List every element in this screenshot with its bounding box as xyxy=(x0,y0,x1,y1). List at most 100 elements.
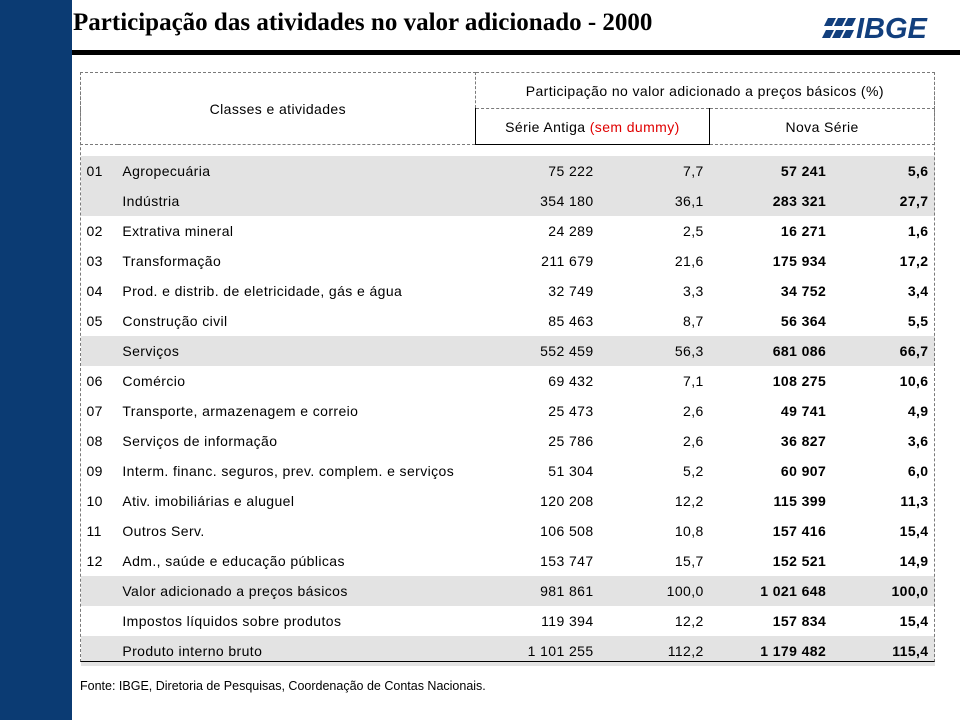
row-label: Indústria xyxy=(118,186,476,216)
row-new-pct: 14,9 xyxy=(899,553,929,569)
row-new-pct: 115,4 xyxy=(832,636,935,666)
row-code xyxy=(80,336,119,366)
header-old-series-note: (sem dummy) xyxy=(589,118,680,135)
row-code: 07 xyxy=(86,403,103,419)
row-new-value: 16 271 xyxy=(780,223,827,239)
table-row: 11 Outros Serv. 106 508 10,8 157 416 15,4 xyxy=(81,516,935,546)
row-new-value: 283 321 xyxy=(709,186,833,216)
row-code: 03 xyxy=(86,253,103,269)
row-code xyxy=(80,186,119,216)
row-new-value: 56 364 xyxy=(780,313,827,329)
row-new-pct: 5,5 xyxy=(907,313,929,329)
table-row: 07 Transporte, armazenagem e correio 25 47… xyxy=(81,396,935,426)
row-label: Valor adicionado a preços básicos xyxy=(118,576,476,606)
row-old-pct: 8,7 xyxy=(683,313,704,329)
row-old-value: 153 747 xyxy=(540,553,594,569)
ibge-logo-text: IBGE xyxy=(856,13,927,45)
row-new-pct: 66,7 xyxy=(832,336,935,366)
row-label: Transporte, armazenagem e correio xyxy=(122,403,359,419)
row-new-pct: 6,0 xyxy=(907,463,929,479)
row-code xyxy=(81,606,119,636)
row-old-pct: 3,3 xyxy=(683,283,704,299)
row-label: Extrativa mineral xyxy=(122,223,234,239)
row-label: Agropecuária xyxy=(118,156,476,186)
row-new-pct: 27,7 xyxy=(832,186,935,216)
row-new-pct: 15,4 xyxy=(899,523,929,539)
left-sidebar-bar xyxy=(0,0,72,720)
row-new-pct: 5,6 xyxy=(832,156,935,186)
row-code: 11 xyxy=(86,523,102,539)
row-old-pct: 100,0 xyxy=(599,576,710,606)
row-new-value: 60 907 xyxy=(780,463,827,479)
row-old-value: 51 304 xyxy=(548,463,594,479)
row-old-pct: 56,3 xyxy=(599,336,710,366)
row-new-value: 115 399 xyxy=(773,493,827,509)
row-new-value: 49 741 xyxy=(780,403,827,419)
header-new-series: Nova Série xyxy=(709,108,935,145)
row-new-value: 36 827 xyxy=(780,433,827,449)
row-code xyxy=(80,636,119,666)
table-row: 06 Comércio 69 432 7,1 108 275 10,6 xyxy=(81,366,935,396)
row-code: 02 xyxy=(86,223,103,239)
row-label: Serviços xyxy=(118,336,476,366)
row-new-pct: 11,3 xyxy=(900,493,929,509)
row-new-pct: 1,6 xyxy=(907,223,929,239)
header-old-series-label: Série Antiga xyxy=(505,118,586,135)
row-new-pct: 100,0 xyxy=(832,576,935,606)
ibge-logo-mark-icon xyxy=(822,18,856,38)
row-old-value: 120 208 xyxy=(540,493,594,509)
title-underline xyxy=(72,50,960,55)
header-old-series: Série Antiga (sem dummy) xyxy=(474,108,711,145)
row-old-value: 32 749 xyxy=(548,283,594,299)
table-row: Serviços 552 459 56,3 681 086 66,7 xyxy=(80,336,935,366)
header-classes: Classes e atividades xyxy=(80,72,476,145)
row-new-value: 175 934 xyxy=(772,253,827,269)
row-new-value: 1 179 482 xyxy=(709,636,833,666)
row-old-value: 552 459 xyxy=(475,336,600,366)
row-old-value: 69 432 xyxy=(548,373,594,389)
row-new-pct: 17,2 xyxy=(899,253,929,269)
row-new-value: 157 416 xyxy=(772,523,827,539)
table-row: 09 Interm. financ. seguros, prev. complem… xyxy=(81,456,935,486)
row-old-pct: 7,1 xyxy=(683,373,704,389)
row-label: Transformação xyxy=(122,253,222,269)
table-row: 03 Transformação 211 679 21,6 175 934 17,2 xyxy=(81,246,935,276)
row-old-pct: 5,2 xyxy=(683,463,704,479)
table-row: 04 Prod. e distrib. de eletricidade, gás … xyxy=(81,276,935,306)
row-old-value: 25 473 xyxy=(548,403,594,419)
row-new-pct: 3,6 xyxy=(907,433,929,449)
table-row: Valor adicionado a preços básicos 981 861… xyxy=(80,576,935,606)
row-new-value: 1 021 648 xyxy=(709,576,833,606)
table-row: 01 Agropecuária 75 222 7,7 57 241 5,6 xyxy=(80,156,935,186)
row-label: Ativ. imobiliárias e aluguel xyxy=(122,493,295,509)
row-old-value: 981 861 xyxy=(475,576,600,606)
ibge-logo: IBGE xyxy=(822,12,942,46)
table-row: 08 Serviços de informação 25 786 2,6 36 827 3… xyxy=(81,426,935,456)
row-old-pct: 7,7 xyxy=(599,156,710,186)
row-old-value: 354 180 xyxy=(475,186,600,216)
row-new-pct: 10,6 xyxy=(899,373,929,389)
row-old-pct: 15,7 xyxy=(674,553,704,569)
row-label: Adm., saúde e educação públicas xyxy=(122,553,345,569)
table-row: 10 Ativ. imobiliárias e aluguel 120 208 12,… xyxy=(81,486,935,516)
row-old-value: 1 101 255 xyxy=(475,636,600,666)
row-old-pct: 12,2 xyxy=(674,613,704,629)
page-title: Participação das atividades no valor adi… xyxy=(73,9,653,36)
row-label: Outros Serv. xyxy=(122,523,205,539)
row-label: Serviços de informação xyxy=(122,433,278,449)
header-participation: Participação no valor adicionado a preço… xyxy=(474,72,936,109)
row-new-value: 108 275 xyxy=(772,373,827,389)
row-old-value: 106 508 xyxy=(540,523,594,539)
row-label: Construção civil xyxy=(122,313,228,329)
row-old-value: 119 394 xyxy=(541,613,594,629)
value-added-table: Classes e atividades Participação no val… xyxy=(80,72,936,666)
row-old-value: 24 289 xyxy=(548,223,594,239)
row-old-value: 25 786 xyxy=(548,433,594,449)
table-row: Produto interno bruto 1 101 255 112,2 1 179… xyxy=(80,636,935,666)
header-gap xyxy=(81,145,935,157)
row-new-value: 157 834 xyxy=(772,613,827,629)
row-code: 10 xyxy=(86,493,103,509)
table-row: Impostos líquidos sobre produtos 119 394 1… xyxy=(81,606,935,636)
row-code: 08 xyxy=(86,433,103,449)
row-old-pct: 12,2 xyxy=(674,493,704,509)
